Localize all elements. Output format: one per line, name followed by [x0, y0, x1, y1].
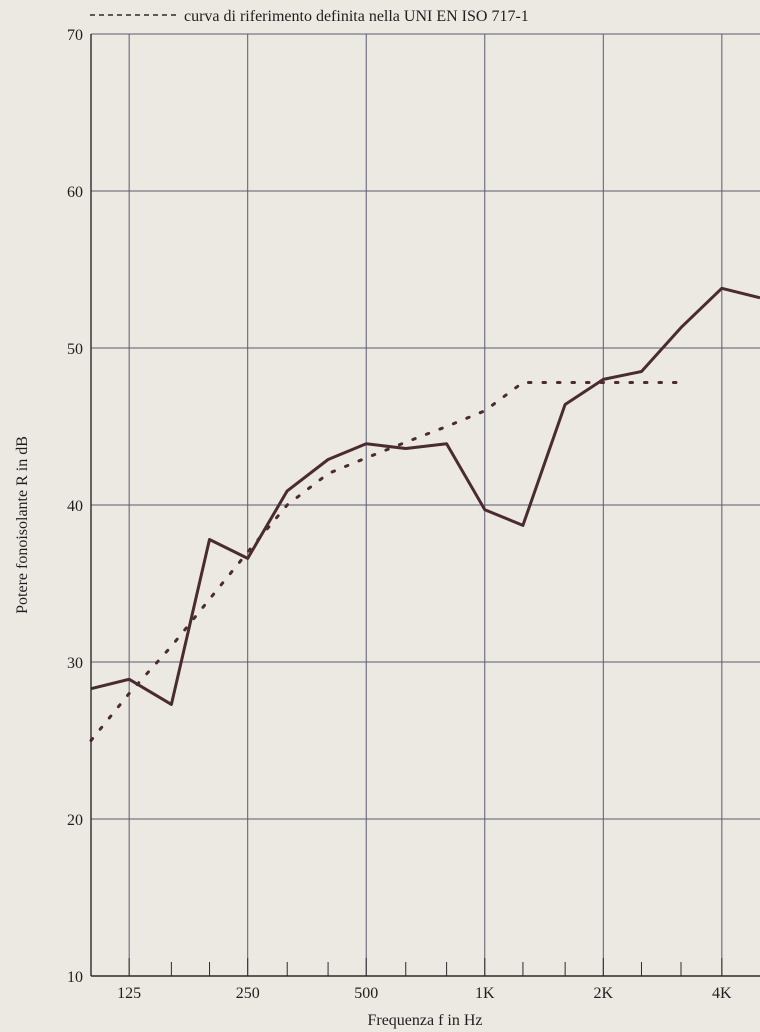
axes: 10 20 30 40 50 60 70 125 250 500 1K 2K 4K [67, 27, 760, 1002]
y-tick-label: 50 [67, 341, 83, 358]
x-axis-label: Frequenza f in Hz [367, 1012, 482, 1029]
y-tick-label: 30 [67, 655, 83, 672]
y-axis-label: Potere fonoisolante R in dB [14, 436, 31, 614]
y-tick-label: 20 [67, 812, 83, 829]
y-tick-label: 60 [67, 184, 83, 201]
y-tick-label: 40 [67, 498, 83, 515]
legend: curva di riferimento definita nella UNI … [90, 8, 529, 25]
x-tick-label: 2K [594, 985, 614, 1002]
y-tick-label: 70 [67, 27, 83, 44]
y-tick-label: 10 [67, 969, 83, 986]
series-layer [89, 286, 760, 742]
x-tick-label: 250 [236, 985, 260, 1002]
x-tick-label: 4K [712, 985, 732, 1002]
x-tick-label: 500 [354, 985, 378, 1002]
legend-text: curva di riferimento definita nella UNI … [184, 8, 529, 25]
x-tick-label: 1K [475, 985, 495, 1002]
grid [91, 33, 760, 976]
reference-curve [89, 381, 683, 742]
x-tick-label: 125 [117, 985, 141, 1002]
measured-curve [90, 286, 760, 706]
